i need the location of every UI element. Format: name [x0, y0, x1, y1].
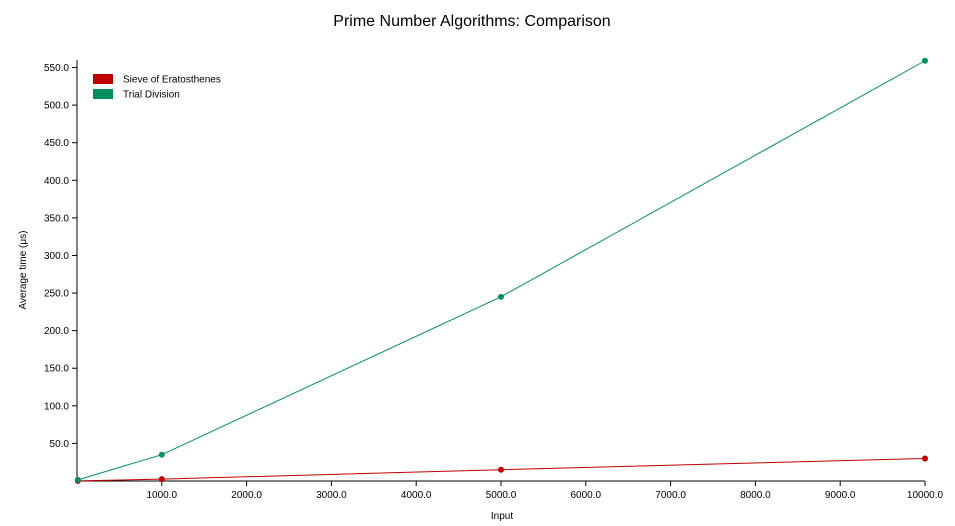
y-tick-label: 150.0: [44, 364, 69, 375]
x-tick-label: 4000.0: [401, 490, 432, 501]
axes: 50.0 100.0 150.0 200.0 250.0 300.0 350.0 400.0 4…: [44, 60, 944, 501]
y-tick-label: 450.0: [44, 138, 69, 149]
y-tick-label: 50.0: [50, 439, 70, 450]
legend-swatch: [93, 74, 113, 84]
x-tick-label: 9000.0: [825, 490, 856, 501]
legend: Sieve of Eratosthenes Trial Division: [93, 74, 221, 101]
y-tick-label: 200.0: [44, 326, 69, 337]
x-tick-label: 3000.0: [316, 490, 347, 501]
x-tick-label: 5000.0: [486, 490, 517, 501]
x-tick-label: 7000.0: [655, 490, 686, 501]
series-line: [77, 60, 926, 481]
y-tick-label: 100.0: [44, 401, 69, 412]
y-tick-label: 350.0: [44, 213, 69, 224]
legend-label: Sieve of Eratosthenes: [123, 75, 221, 86]
y-tick-label: 250.0: [44, 289, 69, 300]
legend-swatch: [93, 89, 113, 99]
data-point: [74, 476, 81, 483]
x-tick-label: 6000.0: [571, 490, 602, 501]
x-tick-label: 2000.0: [231, 490, 262, 501]
y-tick-label: 550.0: [44, 63, 69, 74]
chart-title: Prime Number Algorithms: Comparison: [333, 13, 610, 30]
x-tick-label: 1000.0: [147, 490, 178, 501]
data-point: [498, 466, 504, 473]
x-tick-label: 10000.0: [907, 490, 944, 501]
data-point: [922, 455, 928, 462]
series-line: [77, 457, 926, 482]
data-point: [498, 293, 504, 300]
legend-label: Trial Division: [123, 90, 180, 101]
x-axis-label: Input: [491, 511, 513, 522]
data-point: [922, 57, 928, 64]
data-point: [158, 476, 165, 483]
y-tick-label: 400.0: [44, 176, 69, 187]
data-point: [158, 451, 165, 458]
x-tick-label: 8000.0: [740, 490, 771, 501]
y-tick-label: 500.0: [44, 101, 69, 112]
y-axis-label: Average time (μs): [18, 231, 29, 310]
series-group: [74, 57, 928, 484]
y-tick-label: 300.0: [44, 251, 69, 262]
